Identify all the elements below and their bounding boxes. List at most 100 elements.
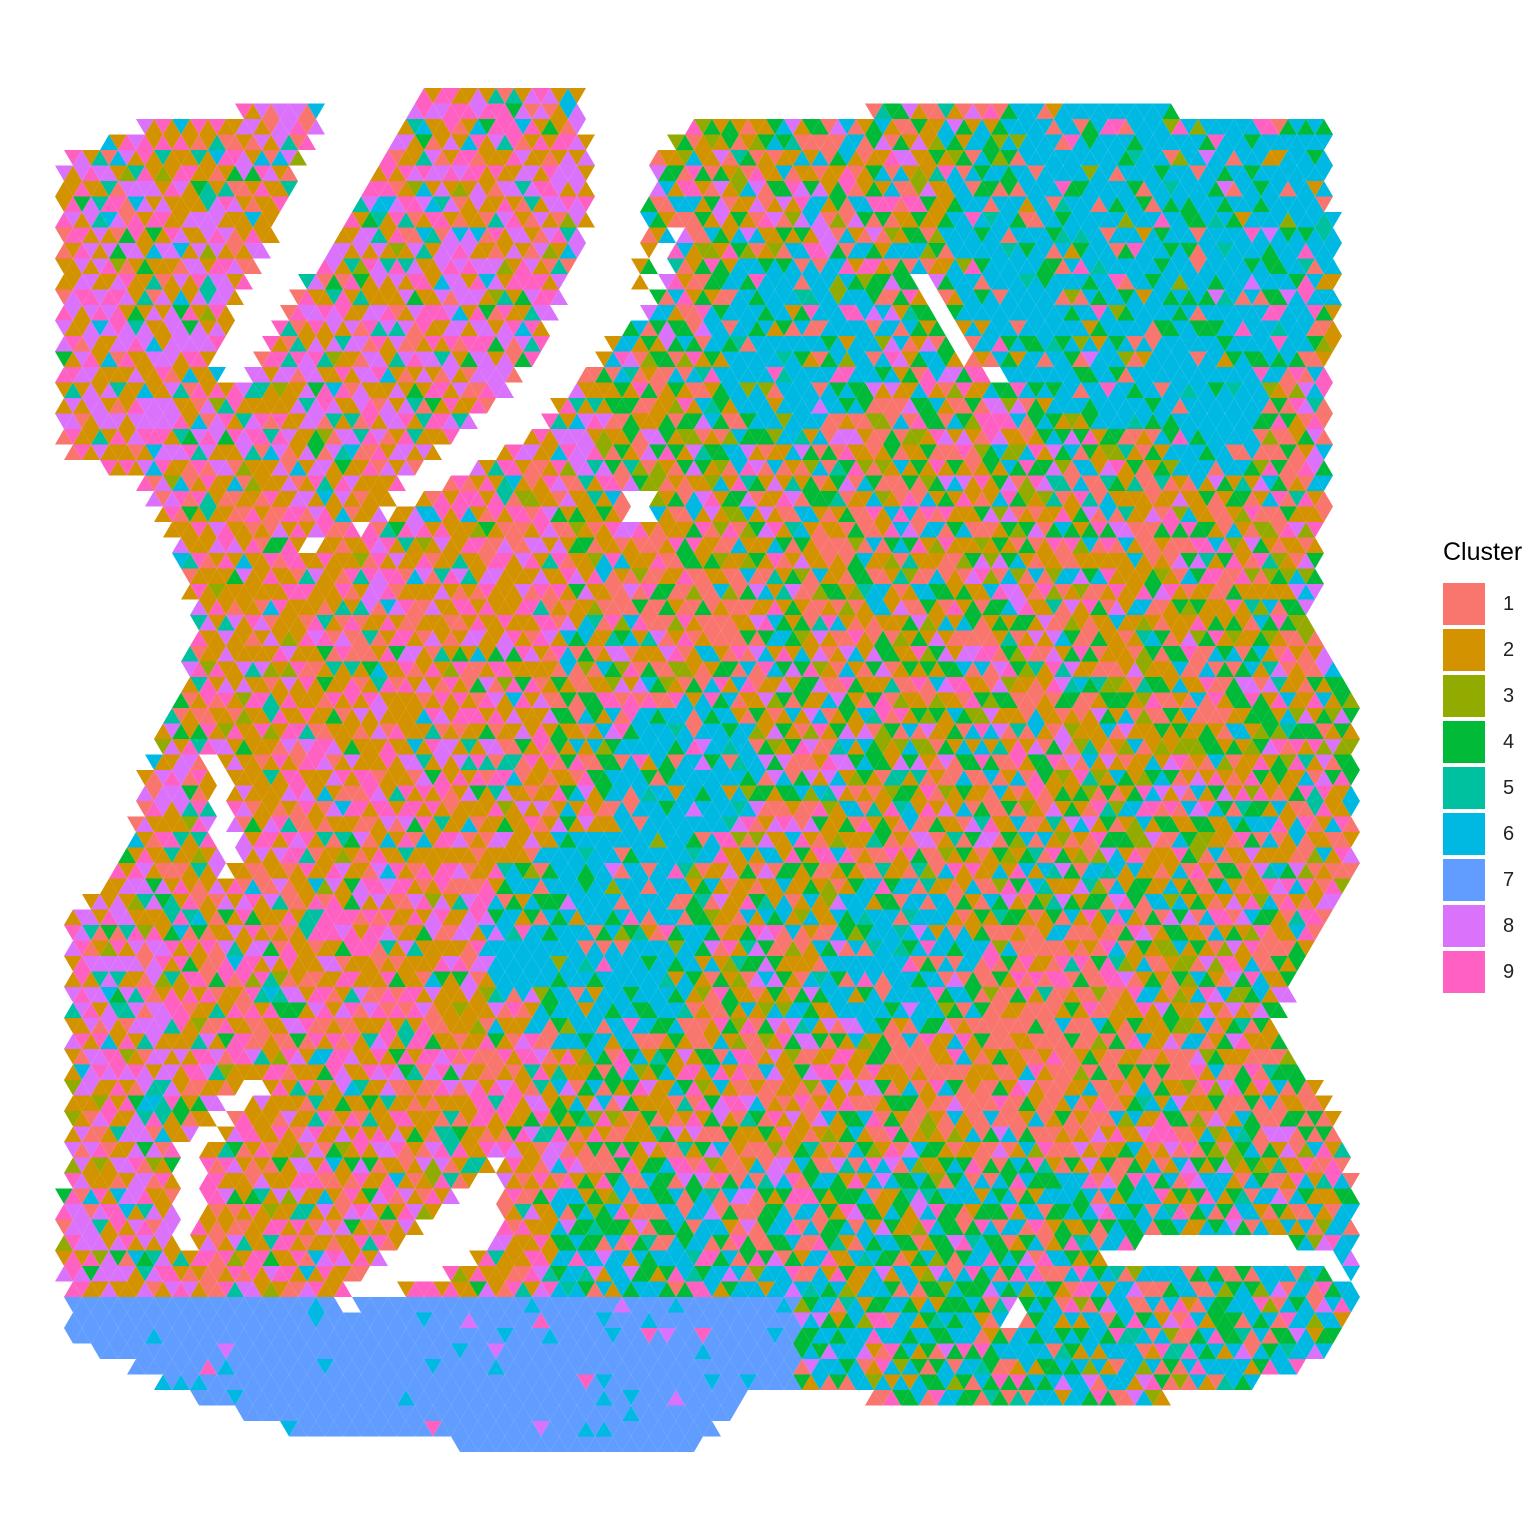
spot-tile (784, 413, 802, 429)
spot-tile (64, 382, 82, 398)
spot-tile (532, 289, 550, 305)
spot-tile (451, 398, 469, 414)
spot-tile (1270, 382, 1288, 398)
spot-tile (217, 289, 235, 305)
spot-tile (568, 429, 586, 445)
spot-tile (271, 398, 289, 414)
spot-tile (1171, 413, 1189, 429)
spot-tile (838, 398, 856, 414)
spot-tile (136, 212, 154, 228)
spot-tile (820, 460, 838, 476)
spot-tile (811, 320, 829, 336)
spot-tile (478, 196, 496, 212)
spot-tile (325, 475, 343, 491)
spot-tile (739, 119, 757, 135)
spot-tile (1270, 274, 1288, 290)
spot-tile (145, 336, 163, 352)
spot-tile (523, 88, 541, 104)
spot-tile (217, 305, 235, 321)
spot-tile (433, 413, 451, 429)
spot-tile (838, 444, 856, 460)
spot-tile (91, 165, 109, 181)
spot-tile (964, 181, 982, 197)
spot-tile (1288, 165, 1306, 181)
spot-tile (865, 274, 883, 290)
spot-tile (1324, 274, 1342, 290)
spot-tile (721, 351, 739, 367)
spot-tile (307, 336, 325, 352)
spot-tile (730, 181, 748, 197)
spot-tile (262, 150, 280, 166)
spot-tile (721, 382, 739, 398)
spot-tile (379, 398, 397, 414)
spot-tile (388, 382, 406, 398)
spot-tile (973, 212, 991, 228)
spot-tile (1117, 165, 1135, 181)
spot-tile (532, 336, 550, 352)
spot-tile (253, 212, 271, 228)
spot-tile (532, 150, 550, 166)
spot-tile (451, 382, 469, 398)
spot-tile (1090, 444, 1108, 460)
spot-tile (856, 305, 874, 321)
spot-tile (1036, 243, 1054, 259)
spot-tile (802, 134, 820, 150)
spot-tile (469, 367, 487, 383)
spot-tile (352, 196, 370, 212)
spot-tile (1153, 413, 1171, 429)
spot-tile (289, 444, 307, 460)
spot-tile (514, 258, 532, 274)
spot-tile (991, 305, 1009, 321)
spot-tile (1225, 413, 1243, 429)
spot-tile (892, 305, 910, 321)
spot-tile (766, 413, 784, 429)
spot-tile (541, 429, 559, 445)
spot-tile (334, 382, 352, 398)
spot-tile (775, 289, 793, 305)
spot-tile (334, 491, 352, 507)
spot-tile (892, 475, 910, 491)
spot-tile (271, 460, 289, 476)
spot-tile (901, 258, 919, 274)
spot-tile (469, 491, 487, 507)
spot-tile (784, 336, 802, 352)
spot-tile (127, 429, 145, 445)
spot-tile (1126, 165, 1144, 181)
spot-tile (811, 305, 829, 321)
spot-tile (73, 181, 91, 197)
spot-tile (190, 243, 208, 259)
spot-tile (163, 367, 181, 383)
spot-tile (730, 413, 748, 429)
spot-tile (55, 165, 73, 181)
spot-tile (802, 289, 820, 305)
spot-tile (883, 103, 901, 119)
spot-tile (514, 444, 532, 460)
spot-tile (640, 367, 658, 383)
spot-tile (730, 258, 748, 274)
spot-tile (262, 460, 280, 476)
spot-tile (271, 181, 289, 197)
spot-tile (505, 475, 523, 491)
spot-tile (1207, 398, 1225, 414)
spot-tile (541, 212, 559, 228)
spot-tile (109, 382, 127, 398)
spot-tile (1162, 274, 1180, 290)
spot-tile (838, 243, 856, 259)
spot-tile (703, 134, 721, 150)
spot-tile (721, 119, 739, 135)
spot-tile (1288, 181, 1306, 197)
spot-tile (802, 367, 820, 383)
spot-tile (595, 367, 613, 383)
spot-tile (550, 165, 568, 181)
spot-tile (964, 103, 982, 119)
spot-tile (883, 429, 901, 445)
spot-tile (559, 196, 577, 212)
spot-tile (622, 460, 640, 476)
spot-tile (154, 181, 172, 197)
spot-tile (397, 119, 415, 135)
spot-tile (811, 196, 829, 212)
spot-tile (802, 444, 820, 460)
spot-tile (460, 119, 478, 135)
spot-tile (82, 305, 100, 321)
spot-tile (964, 119, 982, 135)
